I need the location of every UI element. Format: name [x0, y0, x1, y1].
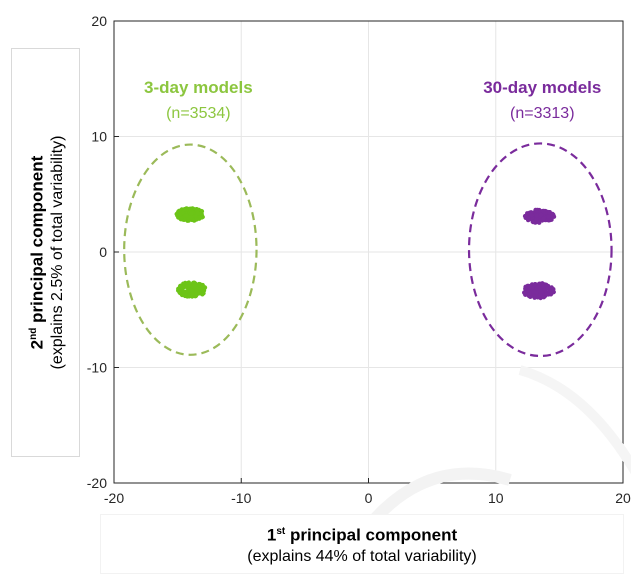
- data-point: [198, 283, 203, 288]
- data-point: [192, 280, 197, 285]
- data-point: [188, 206, 193, 211]
- data-point: [182, 293, 188, 298]
- cluster-1-1: [522, 281, 556, 301]
- group-ellipse-1: [467, 142, 613, 358]
- data-point: [186, 218, 191, 223]
- data-point: [522, 290, 527, 295]
- data-point: [532, 282, 537, 287]
- data-point: [547, 210, 552, 215]
- data-point: [541, 208, 546, 214]
- data-point: [192, 284, 197, 290]
- y-tick-label: 20: [91, 13, 107, 29]
- data-point: [537, 220, 542, 225]
- x-axis-title: 1st principal component: [266, 525, 458, 545]
- y-tick-label: 10: [91, 129, 107, 145]
- series-label-name: 3-day models: [144, 78, 253, 97]
- y-tick-label: -20: [87, 475, 107, 491]
- cluster-0-0: [174, 206, 205, 223]
- data-point: [544, 292, 549, 297]
- data-point: [534, 217, 539, 222]
- data-point: [198, 215, 203, 220]
- group-ellipse-0: [123, 143, 258, 356]
- series-labels: 3-day models (n=3534) 30-day models (n=3313…: [144, 78, 601, 122]
- cluster-1-0: [522, 207, 557, 225]
- data-point: [183, 213, 189, 218]
- data-point: [537, 281, 542, 286]
- x-tick-label: -20: [104, 490, 124, 506]
- data-point: [193, 293, 198, 299]
- cluster-0-1: [176, 280, 208, 299]
- x-tick-label: -10: [231, 490, 251, 506]
- series-label-count: (n=3534): [166, 105, 231, 122]
- data-point: [529, 213, 535, 218]
- data-point: [534, 213, 539, 219]
- x-tick-label: 20: [615, 490, 631, 506]
- group-ellipses: [123, 142, 613, 358]
- data-point: [189, 211, 194, 216]
- data-point: [527, 285, 532, 291]
- y-axis-subtitle: (explains 2.5% of total variability): [49, 135, 67, 370]
- data-point: [178, 216, 184, 221]
- data-point: [200, 292, 205, 297]
- data-point: [538, 212, 544, 218]
- data-point: [177, 212, 182, 217]
- y-axis-title: 2nd principal component: [27, 155, 47, 350]
- series-label-count: (n=3313): [510, 105, 575, 122]
- data-point: [181, 289, 186, 294]
- data-point: [538, 289, 544, 294]
- data-point: [194, 217, 199, 222]
- data-point: [527, 291, 532, 296]
- x-tick-label: 0: [365, 490, 373, 506]
- data-point: [188, 215, 194, 220]
- x-tick-label: 10: [488, 490, 504, 506]
- data-point: [182, 207, 187, 212]
- data-point: [546, 214, 551, 219]
- data-point: [549, 290, 555, 295]
- data-point: [195, 210, 200, 216]
- y-axis-label-box: 2nd principal component (explains 2.5% o…: [11, 48, 80, 457]
- y-tick-label: 0: [99, 244, 107, 260]
- x-axis-subtitle: (explains 44% of total variability): [247, 547, 477, 565]
- series-label-name: 30-day models: [483, 78, 601, 97]
- data-point: [544, 282, 549, 287]
- data-point: [526, 216, 531, 221]
- data-point: [180, 285, 185, 291]
- data-point: [199, 211, 204, 216]
- data-point: [538, 292, 543, 298]
- data-point: [190, 291, 195, 296]
- data-point: [534, 208, 539, 213]
- x-axis-label-box: 1st principal component (explains 44% of…: [100, 514, 624, 574]
- point-clusters: [174, 206, 557, 301]
- data-point: [530, 219, 536, 225]
- data-point: [194, 207, 199, 212]
- y-tick-label: -10: [87, 360, 107, 376]
- data-point: [541, 216, 546, 221]
- data-point: [186, 280, 191, 285]
- data-point: [541, 295, 546, 300]
